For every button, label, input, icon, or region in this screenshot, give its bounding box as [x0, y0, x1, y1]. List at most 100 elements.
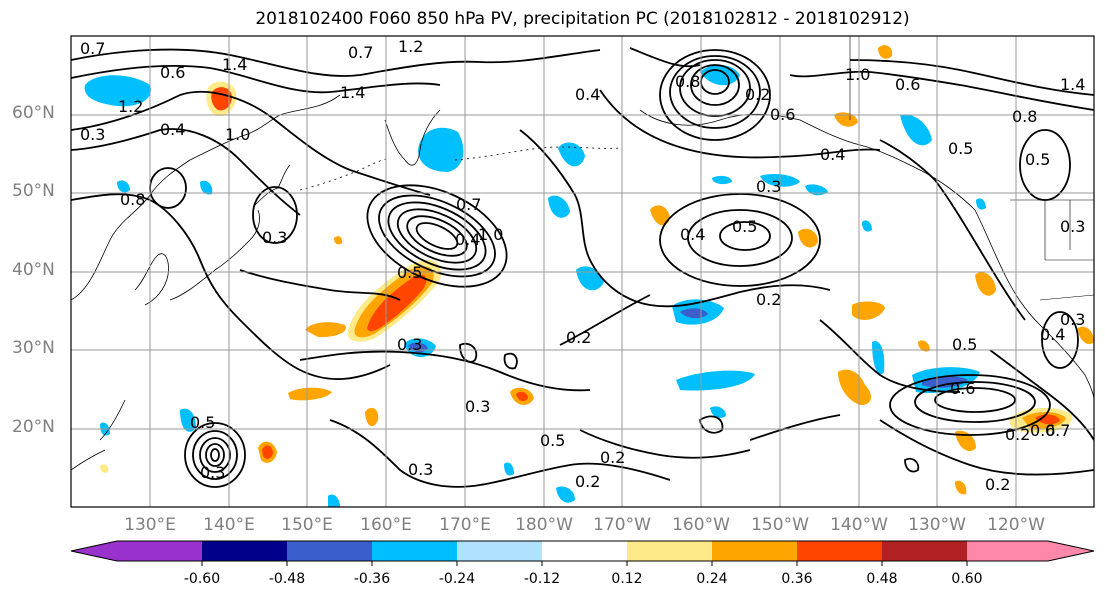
political-borders [849, 36, 1094, 301]
pv-contour [71, 193, 391, 380]
colorbar [70, 540, 1095, 566]
precip-positive-region [305, 322, 346, 338]
coastline-aleutians [454, 146, 621, 161]
gridlines [71, 36, 1094, 507]
colorbar-segment [627, 541, 712, 561]
precip-negative-region [900, 114, 932, 146]
coastline-korea [134, 253, 169, 306]
contour-label: 0.2 [985, 475, 1010, 494]
contour-label: 0.8 [120, 190, 145, 209]
colorbar-label: 0.36 [781, 571, 813, 587]
pv-contour [904, 457, 920, 473]
coastline-china-south [71, 449, 106, 471]
pv-contour [914, 381, 1036, 423]
colorbar-label: -0.60 [183, 571, 221, 587]
precip-positive-region [650, 205, 670, 226]
contour-label: 0.7 [1045, 421, 1070, 440]
precip-negative-region [84, 75, 151, 107]
contour-label: 0.4 [455, 230, 480, 249]
contour-label: 0.2 [745, 85, 770, 104]
precip-negative-region [418, 127, 464, 172]
precip-positive-region [365, 407, 379, 427]
pv-contour [329, 419, 671, 488]
contour-label: 1.0 [225, 125, 250, 144]
pv-contour [879, 139, 1026, 321]
lat-label-40n: 40°N [12, 260, 55, 280]
contour-label: 1.4 [340, 83, 365, 102]
lon-label-130w: 130°W [908, 515, 966, 535]
contour-label: 1.0 [845, 65, 870, 84]
pv-contour [396, 208, 478, 264]
colorbar-label: -0.12 [523, 571, 561, 587]
contour-label: 0.4 [1040, 325, 1065, 344]
contour-label: 0.7 [348, 43, 373, 62]
precip-negative-region [712, 175, 732, 185]
pv-contour [205, 443, 225, 467]
pv-contour [415, 222, 459, 250]
coastline-asia [71, 94, 341, 301]
contour-label: 0.3 [1060, 217, 1085, 236]
precip-positive-region [798, 228, 818, 248]
precip-positive-region [834, 112, 858, 127]
lat-label-60n: 60°N [12, 103, 55, 123]
colorbar-segment [797, 541, 882, 561]
precip-positive-region [975, 272, 996, 296]
pv-contour [879, 419, 1094, 476]
precip-negative-region [556, 486, 575, 503]
contour-label: 1.0 [478, 225, 503, 244]
pv-contour [192, 430, 238, 480]
pv-contour [71, 128, 301, 216]
colorbar-label: 0.12 [611, 571, 643, 587]
precip-negative-region [805, 184, 828, 196]
precip-negative-region [117, 180, 130, 193]
coastline-kamchatka [384, 109, 441, 166]
pv-contour [789, 70, 1094, 111]
contour-labels: 0.7 0.6 1.4 1.2 0.3 0.4 1.0 0.8 0.3 1.4 … [80, 37, 1085, 494]
contour-label: 0.7 [80, 39, 105, 58]
precip-positive-region [852, 301, 885, 320]
pv-contour [629, 47, 701, 68]
pv-contour [849, 59, 1094, 96]
contour-label: 0.4 [820, 145, 845, 164]
precip-positive-region [100, 464, 109, 473]
pv-contour [459, 342, 478, 363]
pv-contour [210, 448, 220, 462]
precip-negative-region [872, 341, 885, 375]
precip-positive-region [1078, 326, 1094, 345]
pv-contour [749, 414, 841, 441]
contour-label: 0.3 [200, 463, 225, 482]
contour-label: 0.5 [948, 139, 973, 158]
pv-contour [378, 194, 496, 278]
colorbar-segment [287, 541, 372, 561]
pv-contour [669, 55, 761, 129]
contour-label: 0.6 [160, 63, 185, 82]
lon-label-150w: 150°W [751, 515, 809, 535]
pv-contour [71, 91, 431, 196]
precip-positive-region [1035, 414, 1060, 425]
contour-label: 0.2 [600, 448, 625, 467]
contour-label: 0.4 [575, 85, 600, 104]
contour-label: 0.5 [952, 335, 977, 354]
precip-positive-region [334, 236, 343, 245]
border-state-lines [1044, 200, 1094, 261]
contour-label: 0.6 [895, 75, 920, 94]
colorbar-segment [71, 541, 202, 561]
lon-label-170w: 170°W [593, 515, 651, 535]
precip-negative-region [676, 370, 755, 391]
contour-label: 0.3 [756, 177, 781, 196]
pv-contour [819, 319, 961, 393]
lon-label-170e: 170°E [439, 515, 491, 535]
pv-contours [71, 47, 1094, 488]
pv-contour [659, 193, 821, 287]
pv-contour [699, 415, 724, 434]
pv-contour [184, 422, 246, 488]
colorbar-segment [542, 541, 627, 561]
colorbar-label: -0.36 [353, 571, 391, 587]
border-us-mexico [1039, 294, 1094, 301]
contour-label: 0.8 [675, 72, 700, 91]
lon-label-160e: 160°E [360, 515, 412, 535]
contour-label: 1.2 [398, 37, 423, 56]
contour-label: 0.5 [732, 217, 757, 236]
precip-negative-region [976, 198, 986, 210]
